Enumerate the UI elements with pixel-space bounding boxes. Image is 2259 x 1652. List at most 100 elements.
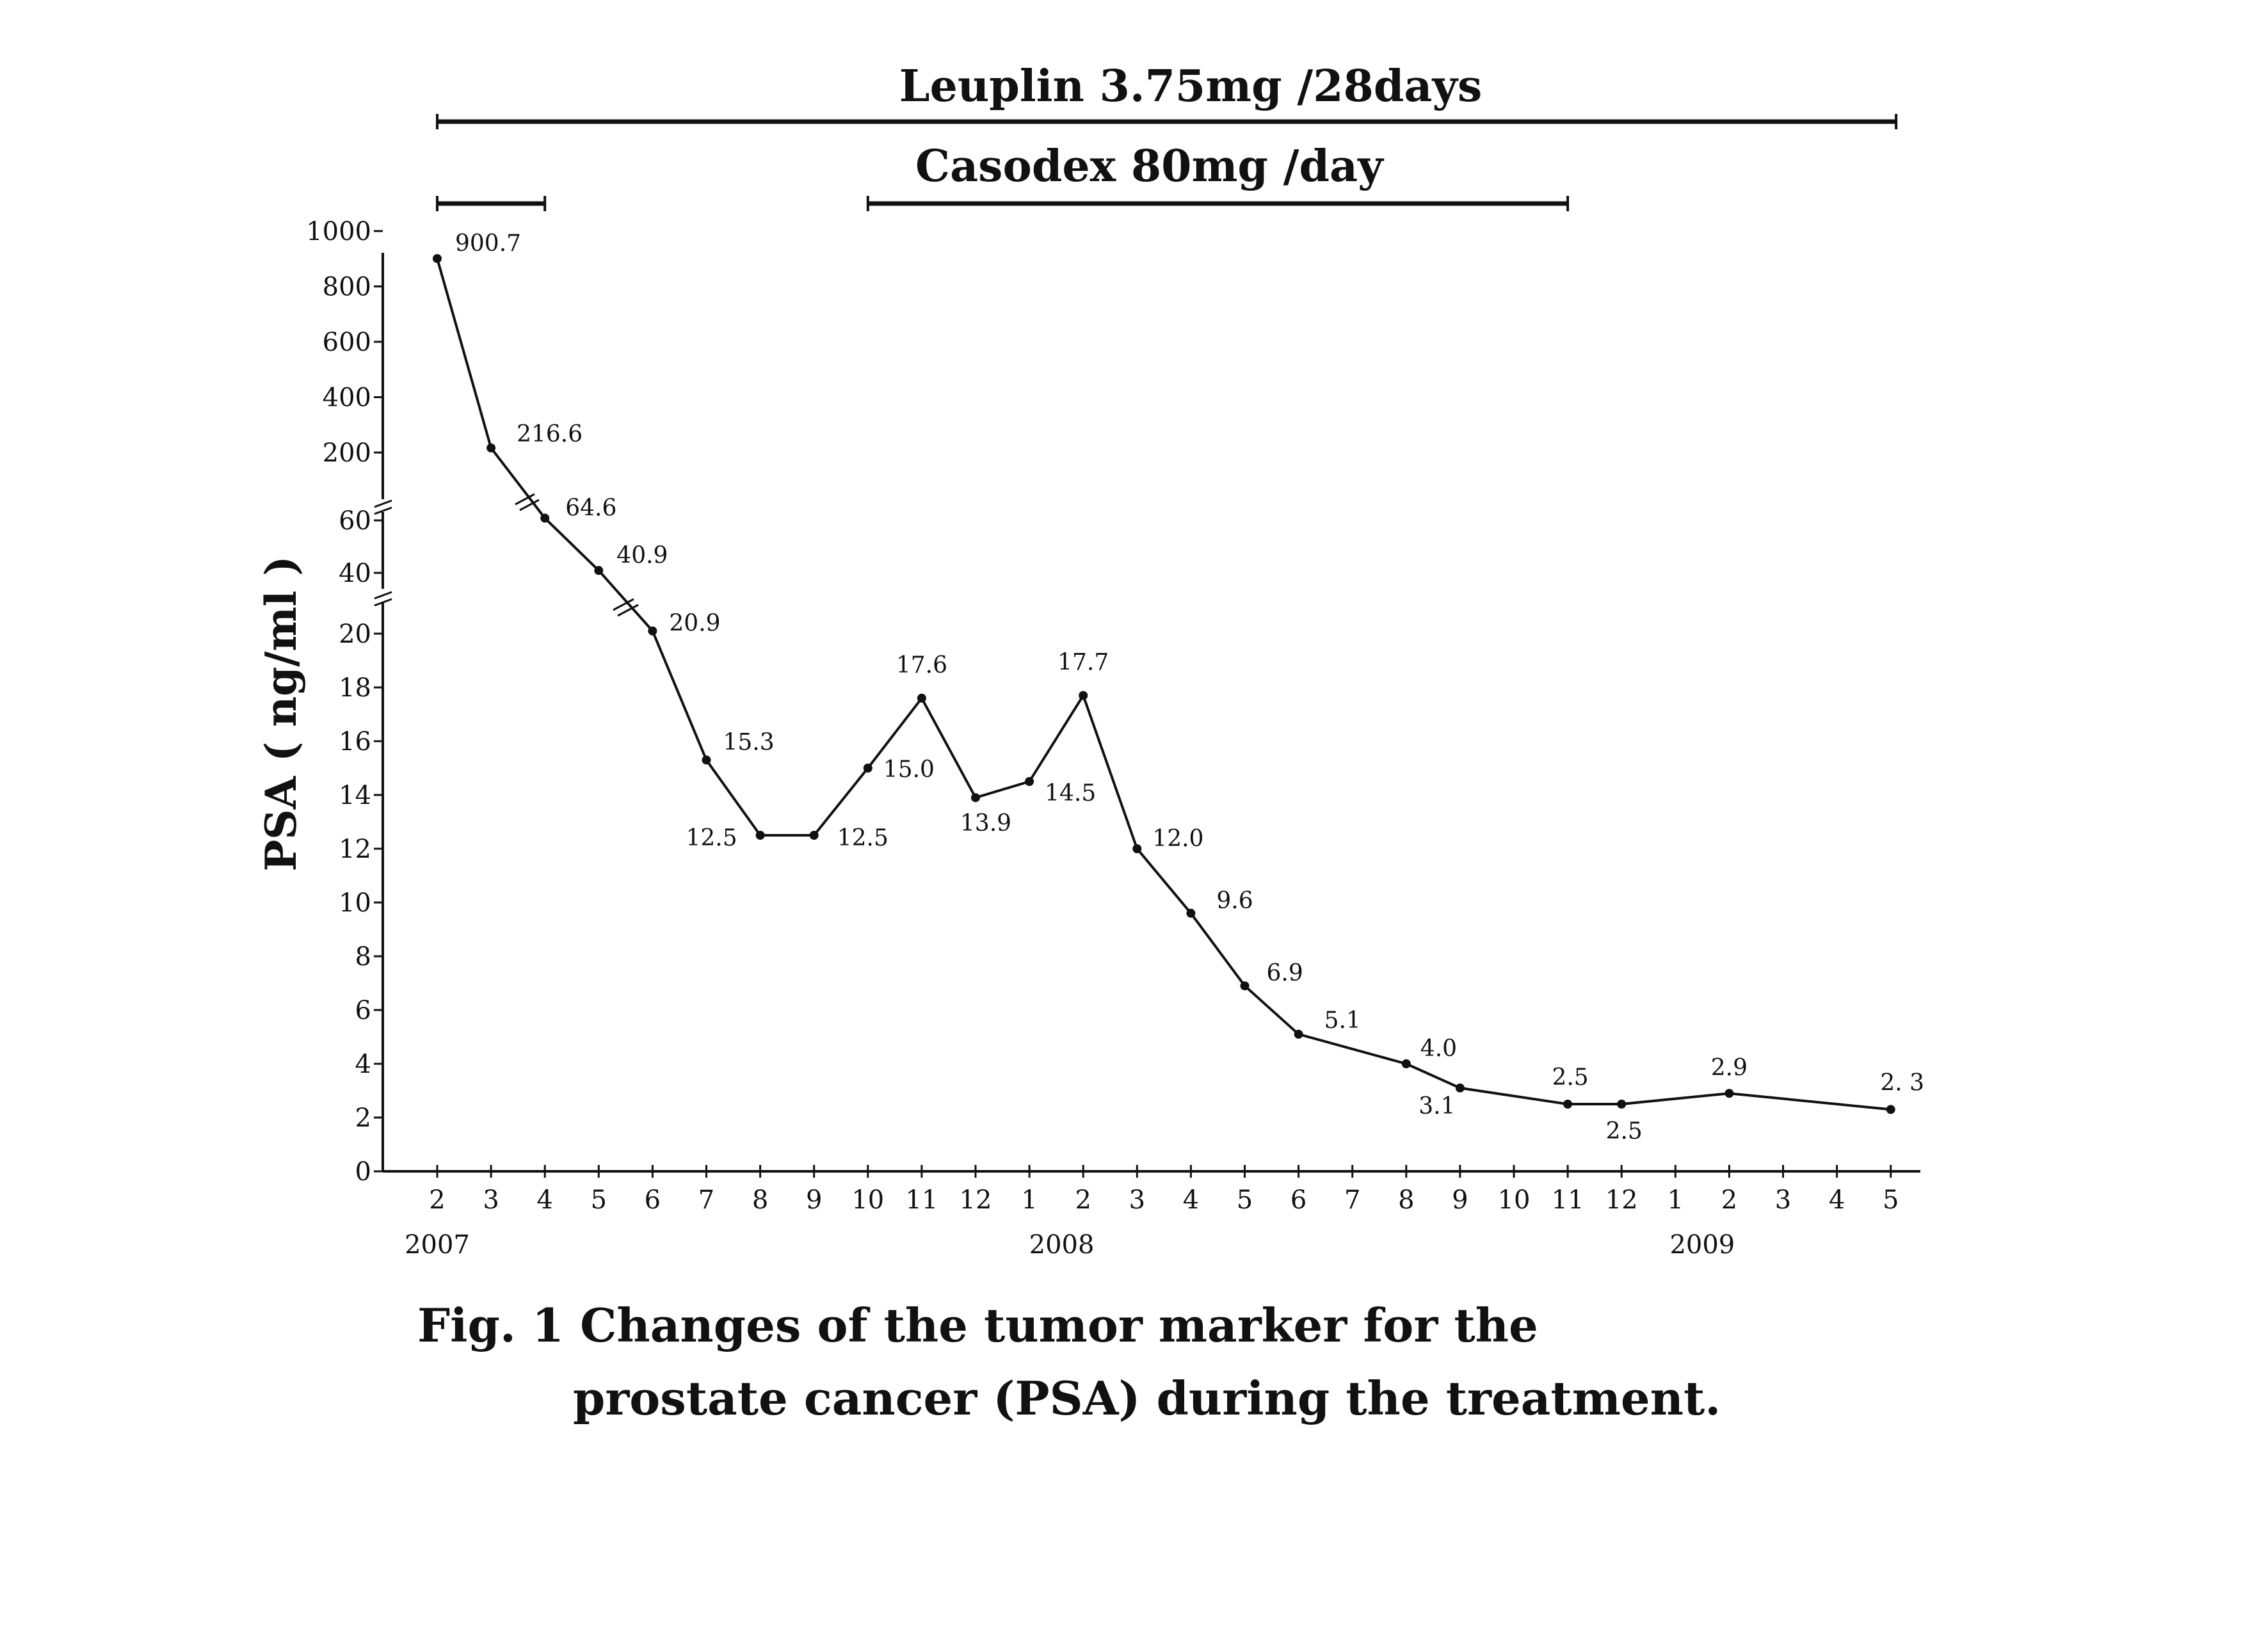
line-break-mark-2b xyxy=(617,604,639,617)
data-point xyxy=(1025,777,1034,786)
data-point xyxy=(1240,981,1250,991)
x-tick-label: 2 xyxy=(429,1185,445,1215)
y-tick-label: 16 xyxy=(339,727,371,757)
x-year-label: 2007 xyxy=(405,1230,470,1260)
y-tick-label: 40 xyxy=(339,559,371,588)
data-label: 900.7 xyxy=(455,230,521,257)
psa-series: 900.7 216.6 64.640.9 20.9 15.3 12.5 12.5 15.0 17… xyxy=(433,230,1924,1144)
x-tick-label: 4 xyxy=(1183,1185,1199,1215)
y-tick-label: 6 xyxy=(355,996,371,1025)
data-point xyxy=(755,831,765,840)
data-label: 2.9 xyxy=(1711,1055,1748,1081)
data-label: 12.5 xyxy=(686,825,737,851)
data-label: 64.6 xyxy=(565,495,616,522)
x-tick-label: 11 xyxy=(1552,1185,1584,1215)
treatment-bars: Leuplin 3.75mg /28days Casodex 80mg /day xyxy=(436,61,1898,211)
x-tick-label: 4 xyxy=(536,1185,552,1215)
x-tick-label: 7 xyxy=(1344,1185,1360,1215)
figure-caption-line-1: Fig. 1 Changes of the tumor marker for t… xyxy=(417,1298,1538,1352)
y-tick-label: 2 xyxy=(355,1103,371,1133)
y-tick-label: 14 xyxy=(339,781,371,810)
data-label: 17.7 xyxy=(1057,650,1109,676)
data-label: 2.5 xyxy=(1606,1118,1643,1144)
data-label: 14.5 xyxy=(1045,780,1096,806)
y-axis-label: PSA ( ng/ml ) xyxy=(256,556,306,871)
data-label: 17.6 xyxy=(896,652,947,678)
x-tick-label: 5 xyxy=(1883,1185,1899,1215)
data-point xyxy=(1079,691,1088,700)
data-point xyxy=(863,764,872,773)
x-tick-label: 6 xyxy=(645,1185,661,1215)
x-tick-label: 8 xyxy=(1398,1185,1414,1215)
y-tick-label: 600 xyxy=(323,328,371,357)
x-tick-label: 1 xyxy=(1021,1185,1037,1215)
data-label: 4.0 xyxy=(1420,1036,1457,1062)
x-tick-label: 2 xyxy=(1721,1185,1737,1215)
x-tick-label: 1 xyxy=(1668,1185,1684,1215)
data-point xyxy=(486,443,496,453)
figure-caption-line-2: prostate cancer (PSA) during the treatme… xyxy=(573,1371,1721,1425)
x-tick-label: 9 xyxy=(1452,1185,1468,1215)
data-label: 15.0 xyxy=(883,757,935,783)
y-axis-break-mark-2b xyxy=(374,598,392,607)
data-point xyxy=(971,793,980,803)
data-point xyxy=(433,253,442,263)
data-point xyxy=(648,626,657,636)
data-label: 12.0 xyxy=(1152,826,1203,852)
x-year-label: 2008 xyxy=(1029,1230,1095,1260)
data-point xyxy=(1132,844,1142,853)
y-tick-label: 20 xyxy=(339,620,371,649)
data-point xyxy=(702,755,711,765)
line-break-mark-1a xyxy=(515,493,535,506)
y-tick-label: 12 xyxy=(339,835,371,864)
x-tick-label: 12 xyxy=(1605,1185,1638,1215)
x-tick-label: 11 xyxy=(905,1185,938,1215)
x-year-label: 2009 xyxy=(1669,1230,1735,1260)
y-tick-label: 800 xyxy=(323,273,371,302)
x-tick-label: 8 xyxy=(752,1185,768,1215)
data-label: 5.1 xyxy=(1324,1007,1361,1034)
y-axis-break-mark-2a xyxy=(374,591,392,600)
data-label: 3.1 xyxy=(1419,1093,1455,1119)
treatment-label: Leuplin 3.75mg /28days xyxy=(899,61,1483,112)
y-axis-break-mark-1b xyxy=(374,506,392,515)
data-point xyxy=(1401,1059,1411,1068)
data-point xyxy=(1455,1083,1465,1093)
x-tick-label: 9 xyxy=(806,1185,822,1215)
x-tick-label: 6 xyxy=(1290,1185,1306,1215)
x-tick-label: 7 xyxy=(698,1185,714,1215)
data-label: 12.5 xyxy=(837,825,888,851)
data-label: 40.9 xyxy=(616,542,668,568)
x-tick-label: 5 xyxy=(1237,1185,1253,1215)
data-point xyxy=(594,566,604,575)
line-break-mark-2a xyxy=(613,598,634,611)
data-point xyxy=(1617,1100,1627,1109)
data-point xyxy=(917,693,926,703)
data-point xyxy=(1294,1029,1303,1039)
data-point xyxy=(540,513,550,523)
data-label: 2. 3 xyxy=(1880,1070,1924,1096)
y-tick-label: 400 xyxy=(323,383,371,413)
x-tick-label: 3 xyxy=(1129,1185,1145,1215)
x-tick-label: 4 xyxy=(1829,1185,1845,1215)
data-label: 15.3 xyxy=(723,729,775,755)
psa-line xyxy=(436,258,1891,1111)
y-axis-break-mark-1a xyxy=(374,499,392,508)
y-tick-label: 10 xyxy=(339,888,371,918)
y-tick-label: 18 xyxy=(339,673,371,703)
data-point xyxy=(1886,1105,1895,1114)
x-tick-label: 2 xyxy=(1075,1185,1091,1215)
x-tick-label: 3 xyxy=(483,1185,499,1215)
data-label: 216.6 xyxy=(517,421,583,447)
x-tick-label: 3 xyxy=(1775,1185,1791,1215)
data-point xyxy=(1724,1089,1734,1098)
data-label: 13.9 xyxy=(960,810,1011,837)
x-tick-label: 10 xyxy=(1498,1185,1531,1215)
data-label: 9.6 xyxy=(1216,888,1253,914)
data-label: 20.9 xyxy=(669,611,720,637)
y-tick-label: 0 xyxy=(355,1157,371,1187)
treatment-label: Casodex 80mg /day xyxy=(915,141,1385,192)
y-tick-label: 200 xyxy=(323,438,371,468)
y-tick-label: 60 xyxy=(339,506,371,536)
